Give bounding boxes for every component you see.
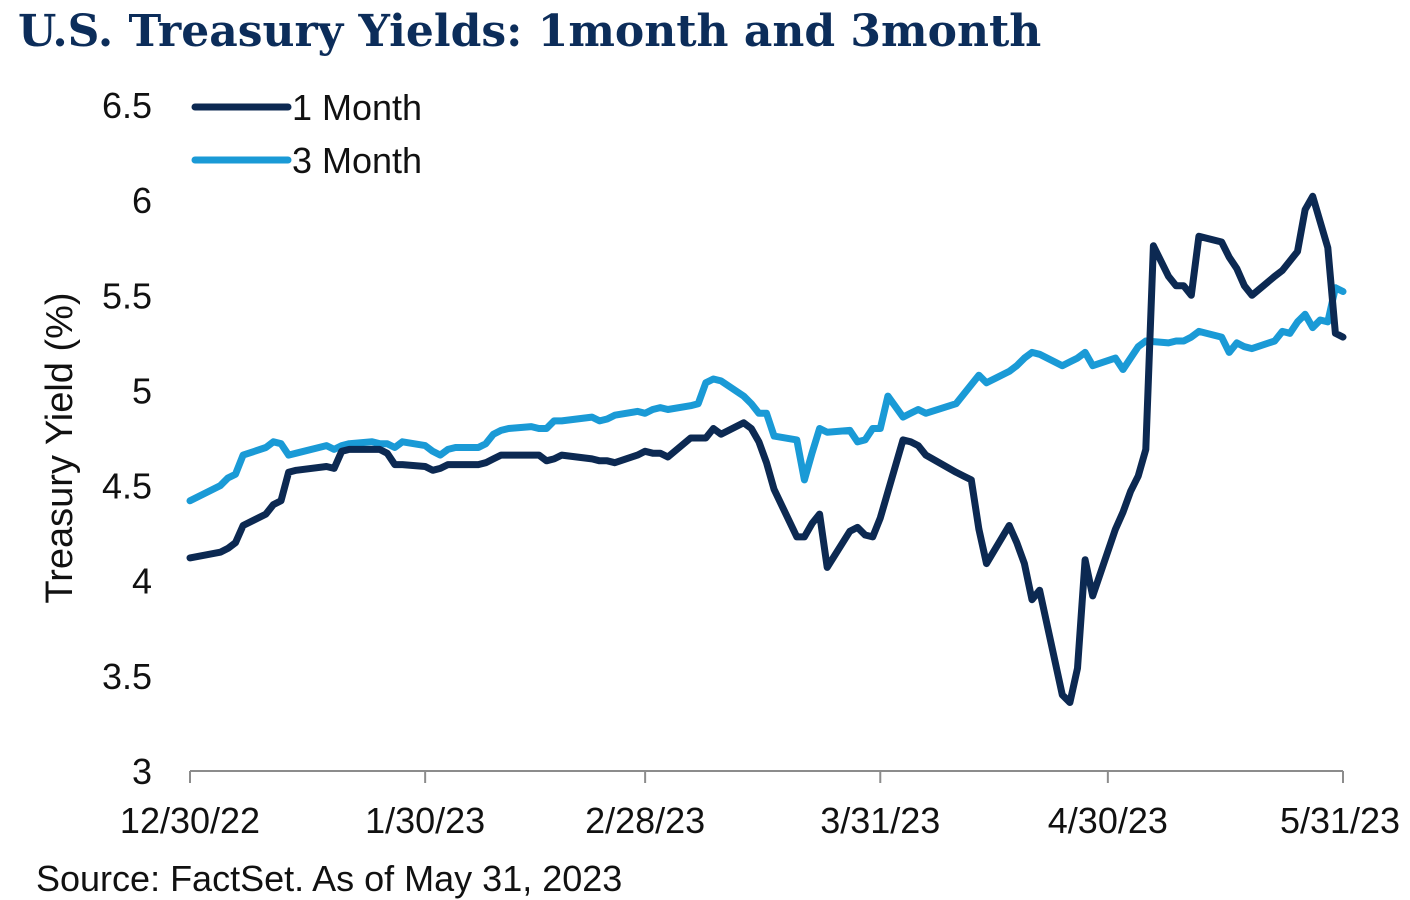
x-tick-label: 5/31/23 <box>1280 800 1400 841</box>
y-tick-label: 3 <box>132 751 152 792</box>
chart-title: U.S. Treasury Yields: 1month and 3month <box>18 6 1042 57</box>
legend-label: 3 Month <box>292 140 422 181</box>
chart-series <box>186 192 1347 706</box>
x-tick-label: 12/30/22 <box>120 800 260 841</box>
y-tick-label: 3.5 <box>102 656 152 697</box>
x-tick-label: 3/31/23 <box>820 800 940 841</box>
y-tick-label: 4 <box>132 561 152 602</box>
x-tick-label: 1/30/23 <box>365 800 485 841</box>
series-line-1-month <box>186 192 1347 706</box>
y-tick-label: 6.5 <box>102 85 152 126</box>
y-tick-label: 4.5 <box>102 466 152 507</box>
series-line-3-month <box>186 284 1347 505</box>
y-tick-label: 5.5 <box>102 275 152 316</box>
legend-label: 1 Month <box>292 87 422 128</box>
x-tick-label: 4/30/23 <box>1048 800 1168 841</box>
chart-axes: 3 3.5 4 4.5 5 5.5 6 6.5 12/30/22 1/30/23 2/28/23 3/… <box>39 85 1400 841</box>
y-tick-label: 6 <box>132 180 152 221</box>
y-tick-label: 5 <box>132 370 152 411</box>
source-note: Source: FactSet. As of May 31, 2023 <box>36 858 623 899</box>
chart-legend: 1 Month 3 Month <box>191 87 422 181</box>
x-tick-label: 2/28/23 <box>585 800 705 841</box>
y-axis-title: Treasury Yield (%) <box>39 292 81 603</box>
